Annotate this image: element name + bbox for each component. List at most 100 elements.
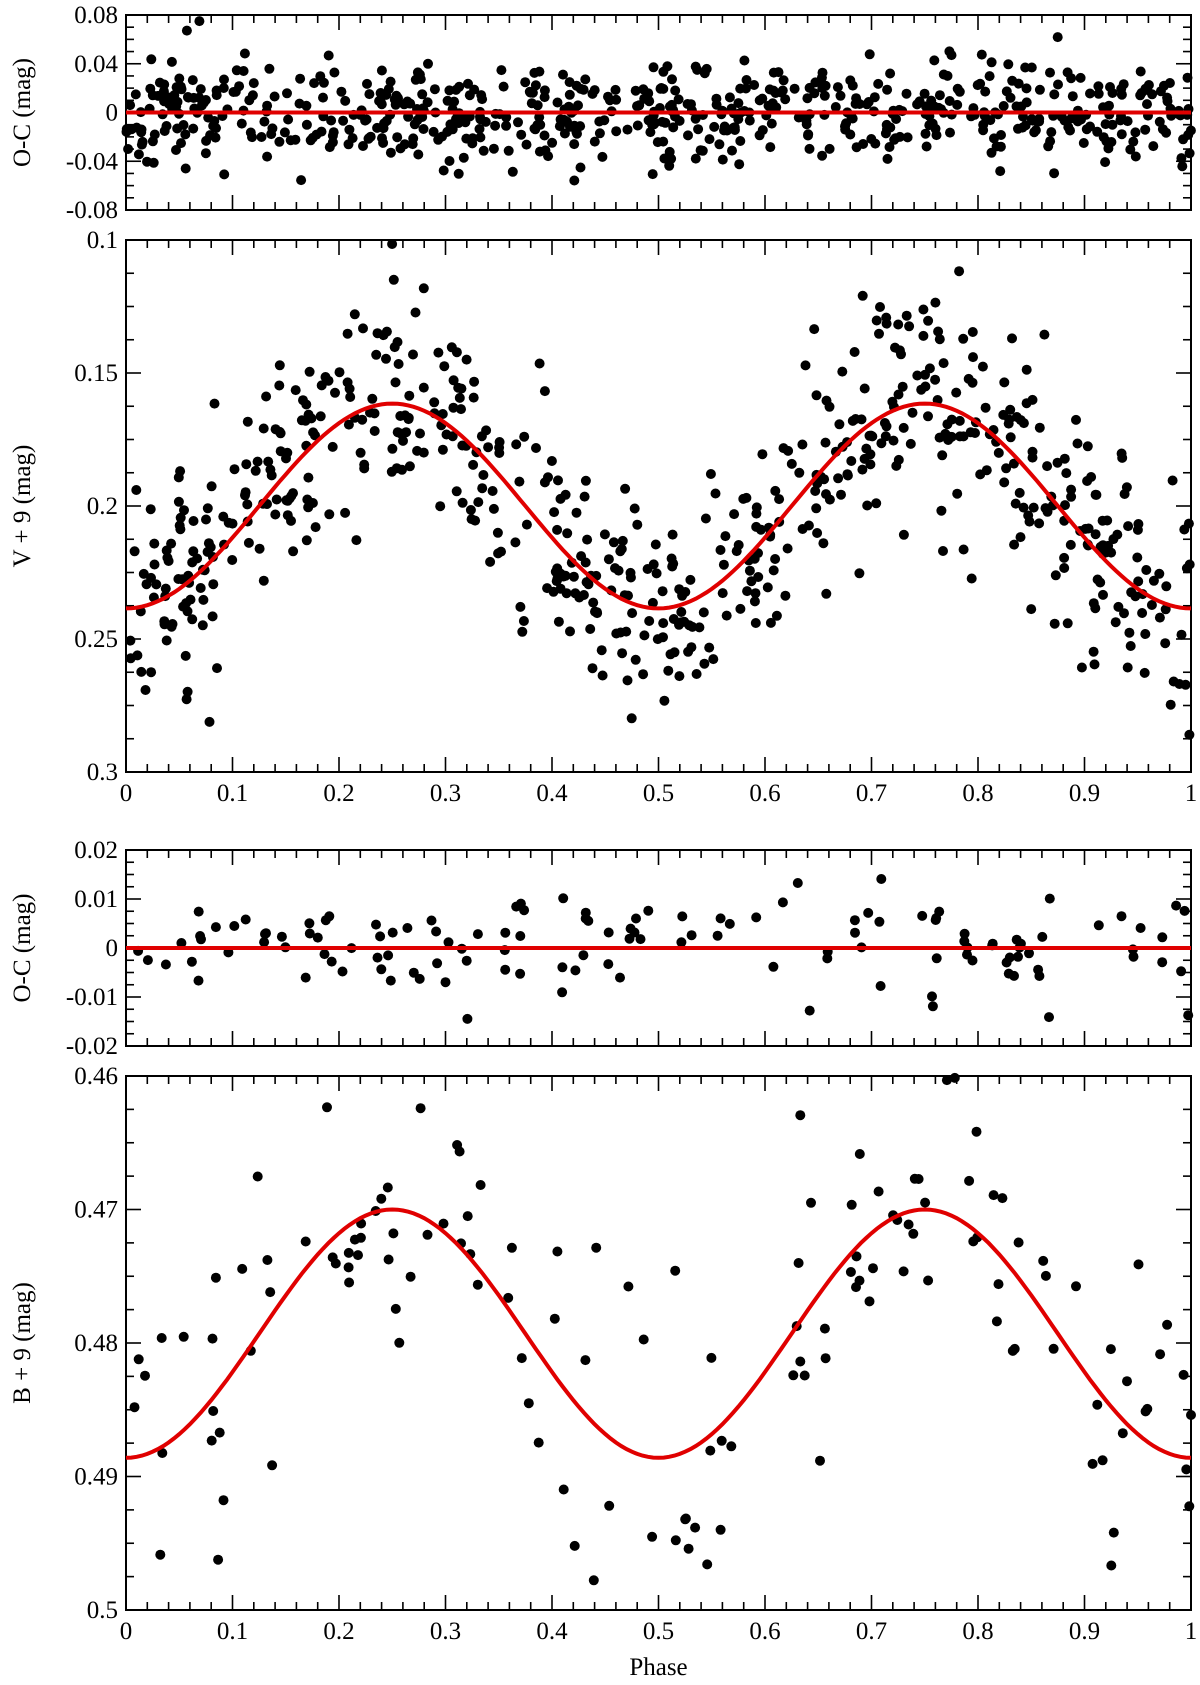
data-point (1184, 148, 1195, 159)
data-point (448, 375, 459, 386)
data-point (592, 608, 603, 619)
data-point (438, 1218, 449, 1229)
data-point (1133, 1259, 1144, 1270)
data-point (1165, 699, 1176, 710)
y-axis-label: O-C (mag) (9, 58, 36, 167)
data-point (473, 497, 484, 508)
data-point (1168, 676, 1179, 687)
x-tick-label: 0.3 (430, 780, 461, 807)
data-point (716, 1435, 727, 1446)
data-point (533, 1437, 544, 1448)
data-point (1092, 1399, 1103, 1410)
data-point (685, 574, 696, 585)
data-point (778, 75, 789, 86)
data-point (344, 1277, 355, 1288)
data-point (1044, 893, 1055, 904)
data-point (286, 515, 296, 526)
data-point (907, 407, 918, 418)
data-point (201, 514, 211, 525)
data-point (1014, 487, 1025, 498)
data-point (635, 934, 646, 945)
data-point (248, 78, 259, 89)
data-point (834, 419, 845, 430)
data-point (583, 915, 594, 926)
data-point (398, 435, 408, 446)
data-point (404, 390, 415, 401)
data-point (539, 92, 550, 103)
data-point (1007, 333, 1017, 344)
data-point (160, 959, 171, 970)
data-point (376, 65, 387, 76)
data-point (662, 61, 673, 72)
data-point (918, 304, 929, 315)
data-point (959, 928, 970, 939)
data-point (218, 1495, 229, 1506)
data-point (604, 95, 615, 106)
data-point (302, 494, 313, 505)
data-point (717, 154, 728, 165)
y-axis-label: O-C (mag) (9, 894, 36, 1003)
data-point (1008, 458, 1019, 469)
data-point (617, 648, 628, 659)
data-point (1119, 608, 1129, 619)
data-point (913, 1174, 924, 1184)
data-point (851, 1251, 862, 1262)
data-point (874, 916, 885, 927)
data-point (340, 95, 351, 106)
data-point (1030, 125, 1041, 136)
data-point (1062, 618, 1073, 629)
data-point (186, 956, 197, 967)
data-point (729, 509, 740, 520)
data-point (914, 96, 925, 107)
data-point (993, 447, 1004, 458)
x-tick-label: 0.2 (323, 780, 354, 807)
data-point (258, 575, 269, 586)
data-point (1100, 119, 1111, 130)
data-point (898, 1266, 909, 1277)
data-point (418, 283, 429, 294)
data-point (709, 121, 720, 132)
data-point (523, 1398, 534, 1409)
data-point (849, 915, 860, 926)
data-point (418, 447, 429, 458)
data-point (516, 1353, 527, 1364)
data-point (349, 309, 360, 320)
data-point (239, 48, 250, 59)
data-point (940, 428, 951, 439)
data-point (123, 144, 134, 154)
data-point (187, 614, 198, 625)
data-point (1184, 559, 1195, 570)
data-point (917, 910, 928, 921)
data-point (212, 663, 222, 674)
data-point (665, 649, 676, 660)
data-point (1176, 966, 1187, 977)
data-point (866, 430, 877, 441)
data-point (1009, 539, 1020, 550)
data-point (129, 1402, 140, 1413)
data-point (881, 312, 892, 323)
data-point (1075, 72, 1086, 83)
data-point (936, 505, 947, 516)
data-point (824, 143, 835, 154)
data-point (686, 642, 697, 653)
data-point (1090, 529, 1101, 540)
data-point (475, 132, 486, 143)
data-point (457, 497, 468, 508)
tick-labels: 0.08 0.04 0 -0.04 -0.08 (66, 2, 119, 224)
data-point (898, 422, 909, 433)
data-point (1042, 506, 1053, 517)
data-point (342, 328, 353, 339)
data-point (610, 84, 621, 95)
data-point (1117, 1428, 1128, 1439)
data-point (337, 966, 348, 977)
y-tick-label: -0.04 (66, 148, 119, 175)
data-point (859, 383, 870, 394)
data-point (145, 504, 156, 515)
data-point (539, 477, 550, 488)
data-point (417, 89, 428, 100)
data-point (676, 937, 687, 948)
data-point (1154, 568, 1165, 579)
data-point (1039, 329, 1050, 340)
data-point (462, 1013, 473, 1024)
data-point (1119, 489, 1130, 499)
